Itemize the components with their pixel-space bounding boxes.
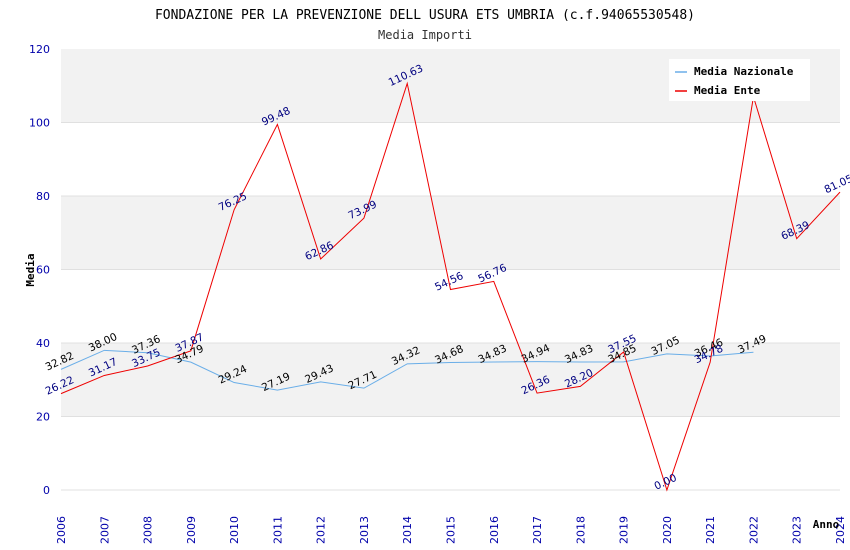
y-axis-ticks: 0 20 40 60 80 100 120 [29, 43, 50, 497]
x-tick-label: 2013 [358, 516, 371, 544]
x-axis-label: Anno [813, 518, 840, 531]
x-tick-label: 2015 [445, 516, 458, 544]
x-tick-label: 2016 [488, 516, 501, 544]
x-tick-label: 2012 [315, 516, 328, 544]
x-tick-label: 2011 [271, 516, 284, 544]
x-tick-label: 2014 [401, 516, 414, 544]
legend-box [669, 59, 810, 101]
chart-title: FONDAZIONE PER LA PREVENZIONE DELL USURA… [155, 8, 695, 23]
y-axis-label: Media [24, 253, 37, 286]
y-tick-label: 120 [29, 43, 50, 56]
x-axis-ticks: 2006 2007 2008 2009 2010 2011 2012 2013 2014 2015… [55, 516, 847, 544]
x-tick-label: 2008 [142, 516, 155, 544]
y-tick-label: 40 [36, 337, 50, 350]
y-tick-label: 0 [43, 484, 50, 497]
x-tick-label: 2021 [704, 516, 717, 544]
x-tick-label: 2019 [618, 516, 631, 544]
plot-band [61, 416, 840, 490]
plot-band [61, 269, 840, 343]
x-tick-label: 2024 [834, 516, 847, 544]
series-line-ente [60, 81, 841, 492]
x-tick-label: 2020 [661, 516, 674, 544]
plot-bands [61, 49, 840, 491]
y-tick-label: 80 [36, 190, 50, 203]
y-tick-label: 100 [29, 117, 50, 130]
plot-band [61, 196, 840, 270]
x-tick-label: 2010 [228, 516, 241, 544]
y-tick-label: 20 [36, 411, 50, 424]
x-tick-label: 2023 [791, 516, 804, 544]
x-tick-label: 2022 [747, 516, 760, 544]
x-tick-label: 2017 [531, 516, 544, 544]
legend-label-ente: Media Ente [694, 84, 761, 97]
series-line-nazionale [60, 349, 754, 391]
x-tick-label: 2018 [574, 516, 587, 544]
legend: Media Nazionale Media Ente [669, 59, 810, 101]
plot-band [61, 122, 840, 196]
series-lines [60, 81, 841, 492]
plot-band [61, 343, 840, 417]
legend-label-nazionale: Media Nazionale [694, 65, 794, 78]
chart-subtitle: Media Importi [378, 28, 472, 42]
x-tick-label: 2006 [55, 516, 68, 544]
x-tick-label: 2007 [98, 516, 111, 544]
x-tick-label: 2009 [185, 516, 198, 544]
y-tick-label: 60 [36, 264, 50, 277]
